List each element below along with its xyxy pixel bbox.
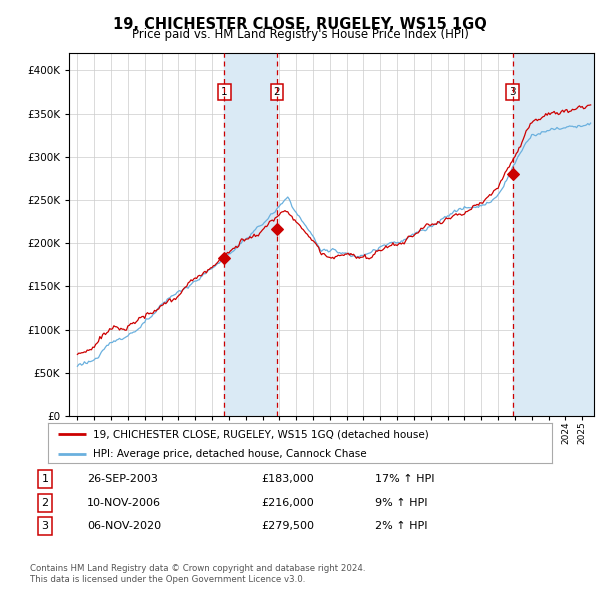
Text: This data is licensed under the Open Government Licence v3.0.: This data is licensed under the Open Gov… — [30, 575, 305, 584]
Text: 19, CHICHESTER CLOSE, RUGELEY, WS15 1GQ: 19, CHICHESTER CLOSE, RUGELEY, WS15 1GQ — [113, 17, 487, 31]
Text: 2: 2 — [41, 498, 49, 507]
Text: 17% ↑ HPI: 17% ↑ HPI — [375, 474, 434, 484]
Text: 3: 3 — [41, 522, 49, 531]
Point — [272, 225, 282, 234]
Text: 1: 1 — [221, 87, 228, 97]
Text: 9% ↑ HPI: 9% ↑ HPI — [375, 498, 427, 507]
Text: 19, CHICHESTER CLOSE, RUGELEY, WS15 1GQ (detached house): 19, CHICHESTER CLOSE, RUGELEY, WS15 1GQ … — [94, 430, 429, 440]
Point — [220, 253, 229, 263]
Text: £183,000: £183,000 — [261, 474, 314, 484]
Text: 10-NOV-2006: 10-NOV-2006 — [87, 498, 161, 507]
Text: 1: 1 — [41, 474, 49, 484]
Bar — [224, 53, 277, 416]
Text: £216,000: £216,000 — [261, 498, 314, 507]
Text: 06-NOV-2020: 06-NOV-2020 — [87, 522, 161, 531]
Text: HPI: Average price, detached house, Cannock Chase: HPI: Average price, detached house, Cann… — [94, 450, 367, 460]
Text: 2: 2 — [274, 87, 280, 97]
Text: 26-SEP-2003: 26-SEP-2003 — [87, 474, 158, 484]
Text: Contains HM Land Registry data © Crown copyright and database right 2024.: Contains HM Land Registry data © Crown c… — [30, 565, 365, 573]
Text: 2% ↑ HPI: 2% ↑ HPI — [375, 522, 427, 531]
Bar — [512, 53, 594, 416]
Text: £279,500: £279,500 — [261, 522, 314, 531]
Text: 3: 3 — [509, 87, 516, 97]
Text: Price paid vs. HM Land Registry's House Price Index (HPI): Price paid vs. HM Land Registry's House … — [131, 28, 469, 41]
Point — [508, 170, 517, 179]
